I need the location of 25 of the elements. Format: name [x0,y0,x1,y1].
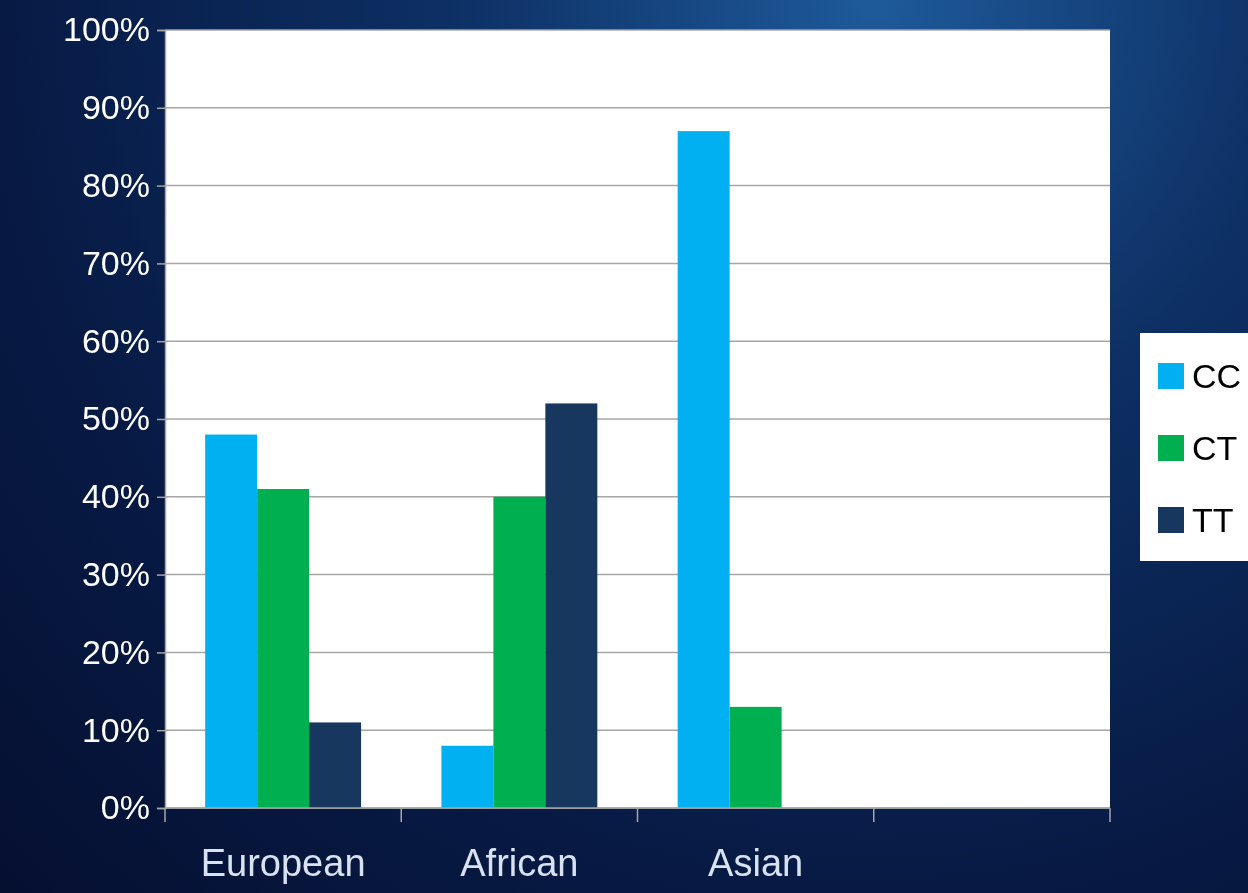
y-tick-label: 10% [81,710,150,749]
bar [205,434,258,808]
legend-label: TT [1192,501,1234,539]
y-tick-label: 100% [63,10,150,49]
bar [309,722,362,808]
bar [441,745,494,808]
y-tick-label: 30% [81,554,150,593]
y-tick-label: 40% [81,477,150,516]
bar [677,131,730,808]
y-tick-label: 20% [81,632,150,671]
y-tick-label: 50% [81,399,150,438]
x-tick-label: European [200,842,366,884]
x-tick-label: African [460,842,579,884]
y-tick-label: 90% [81,88,150,127]
y-tick-label: 0% [100,788,150,827]
y-tick-label: 60% [81,321,150,360]
legend-label: CC [1192,357,1242,395]
y-tick-label: 80% [81,165,150,204]
x-tick-label: Asian [708,842,804,884]
bar [493,496,546,808]
legend-label: CT [1192,429,1238,467]
bar [729,706,782,808]
y-tick-label: 70% [81,243,150,282]
bar [257,489,310,808]
bar [545,403,598,808]
